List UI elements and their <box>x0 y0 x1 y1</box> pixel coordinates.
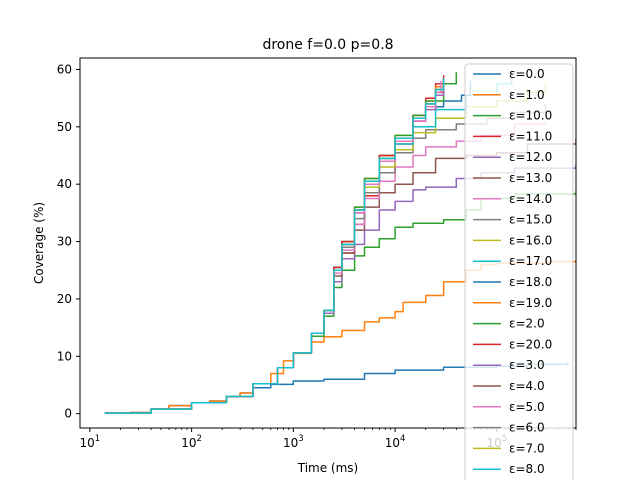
y-tick-label-1: 10 <box>57 349 72 363</box>
x-axis-label: Time (ms) <box>297 461 359 475</box>
x-tick-label-0: 101 <box>80 434 101 450</box>
legend-label-8: ε=16.0 <box>509 233 552 247</box>
y-axis: 0 10 20 30 40 50 60 <box>57 62 80 421</box>
series-line-19 <box>104 78 445 414</box>
x-tick-label-2: 103 <box>283 434 304 450</box>
legend-label-3: ε=11.0 <box>509 129 552 143</box>
legend-label-4: ε=12.0 <box>509 150 552 164</box>
legend-label-11: ε=19.0 <box>509 296 552 310</box>
legend-label-18: ε=7.0 <box>509 441 545 455</box>
legend-label-2: ε=10.0 <box>509 109 552 123</box>
legend-label-6: ε=14.0 <box>509 192 552 206</box>
y-tick-label-2: 20 <box>57 292 72 306</box>
legend-label-16: ε=5.0 <box>509 400 545 414</box>
legend-label-15: ε=4.0 <box>509 379 545 393</box>
legend-label-14: ε=3.0 <box>509 358 545 372</box>
legend: ε=0.0 ε=1.0 ε=10.0 ε=11.0 ε=12.0 ε=13.0 ε=14.0… <box>464 63 574 480</box>
y-axis-label: Coverage (%) <box>32 202 46 284</box>
y-tick-label-6: 60 <box>57 62 72 76</box>
legend-label-7: ε=15.0 <box>509 213 552 227</box>
y-tick-label-3: 30 <box>57 235 72 249</box>
chart-title: drone f=0.0 p=0.8 <box>262 37 393 53</box>
legend-label-1: ε=1.0 <box>509 88 545 102</box>
legend-label-13: ε=20.0 <box>509 337 552 351</box>
x-tick-label-1: 102 <box>181 434 202 450</box>
y-tick-label-4: 40 <box>57 177 72 191</box>
legend-label-17: ε=6.0 <box>509 421 545 435</box>
legend-label-12: ε=2.0 <box>509 317 545 331</box>
series-layer <box>104 72 576 414</box>
y-tick-label-0: 0 <box>64 407 72 421</box>
plot-frame <box>79 57 577 429</box>
legend-frame <box>464 63 574 480</box>
legend-label-10: ε=18.0 <box>509 275 552 289</box>
legend-label-5: ε=13.0 <box>509 171 552 185</box>
legend-label-9: ε=17.0 <box>509 254 552 268</box>
y-tick-label-5: 50 <box>57 120 72 134</box>
legend-label-19: ε=8.0 <box>509 462 545 476</box>
x-tick-label-3: 104 <box>385 434 406 450</box>
legend-label-0: ε=0.0 <box>509 67 545 81</box>
